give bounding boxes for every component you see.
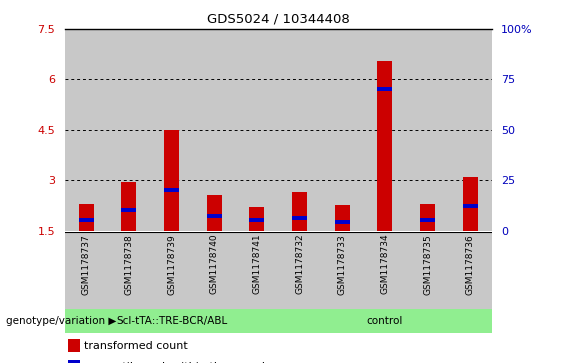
Bar <box>321 232 364 309</box>
Text: transformed count: transformed count <box>84 340 188 351</box>
Bar <box>377 61 392 231</box>
Bar <box>279 309 492 333</box>
Text: GSM1178741: GSM1178741 <box>253 234 262 294</box>
Text: GSM1178739: GSM1178739 <box>167 234 176 295</box>
Bar <box>335 220 350 224</box>
Bar <box>121 182 136 231</box>
Bar <box>406 29 449 231</box>
Bar <box>65 29 107 231</box>
Bar <box>150 232 193 309</box>
Bar <box>164 188 179 192</box>
Bar <box>79 219 94 223</box>
Bar <box>193 29 236 231</box>
Bar <box>279 232 321 309</box>
Bar <box>65 309 278 333</box>
Bar <box>449 29 492 231</box>
Text: GSM1178738: GSM1178738 <box>124 234 133 295</box>
Bar <box>406 232 449 309</box>
Bar <box>68 360 80 363</box>
Text: GSM1178740: GSM1178740 <box>210 234 219 294</box>
Bar <box>463 177 477 231</box>
Bar <box>335 205 350 231</box>
Bar <box>250 207 264 231</box>
Bar <box>68 339 80 352</box>
Bar <box>79 204 94 231</box>
Text: GSM1178732: GSM1178732 <box>295 234 304 294</box>
Bar <box>463 204 477 208</box>
Bar <box>420 219 435 223</box>
Text: ScI-tTA::TRE-BCR/ABL: ScI-tTA::TRE-BCR/ABL <box>116 316 227 326</box>
Text: GSM1178735: GSM1178735 <box>423 234 432 295</box>
Text: GSM1178733: GSM1178733 <box>338 234 347 295</box>
Bar <box>207 195 221 231</box>
Bar <box>292 192 307 231</box>
Bar <box>207 215 221 219</box>
Bar <box>193 232 236 309</box>
Text: GSM1178736: GSM1178736 <box>466 234 475 295</box>
Title: GDS5024 / 10344408: GDS5024 / 10344408 <box>207 12 350 25</box>
Bar <box>377 87 392 91</box>
Bar <box>364 232 406 309</box>
Bar <box>236 232 278 309</box>
Text: GSM1178737: GSM1178737 <box>82 234 91 295</box>
Bar <box>321 29 364 231</box>
Bar <box>121 208 136 212</box>
Text: genotype/variation ▶: genotype/variation ▶ <box>6 316 116 326</box>
Bar <box>150 29 193 231</box>
Bar <box>292 216 307 220</box>
Bar <box>164 130 179 231</box>
Bar <box>107 232 150 309</box>
Bar <box>236 29 278 231</box>
Text: control: control <box>367 316 403 326</box>
Bar <box>250 219 264 223</box>
Bar <box>449 232 492 309</box>
Bar <box>279 29 321 231</box>
Bar <box>107 29 150 231</box>
Bar <box>364 29 406 231</box>
Text: GSM1178734: GSM1178734 <box>380 234 389 294</box>
Text: percentile rank within the sample: percentile rank within the sample <box>84 362 272 363</box>
Bar <box>420 204 435 231</box>
Bar <box>65 232 107 309</box>
